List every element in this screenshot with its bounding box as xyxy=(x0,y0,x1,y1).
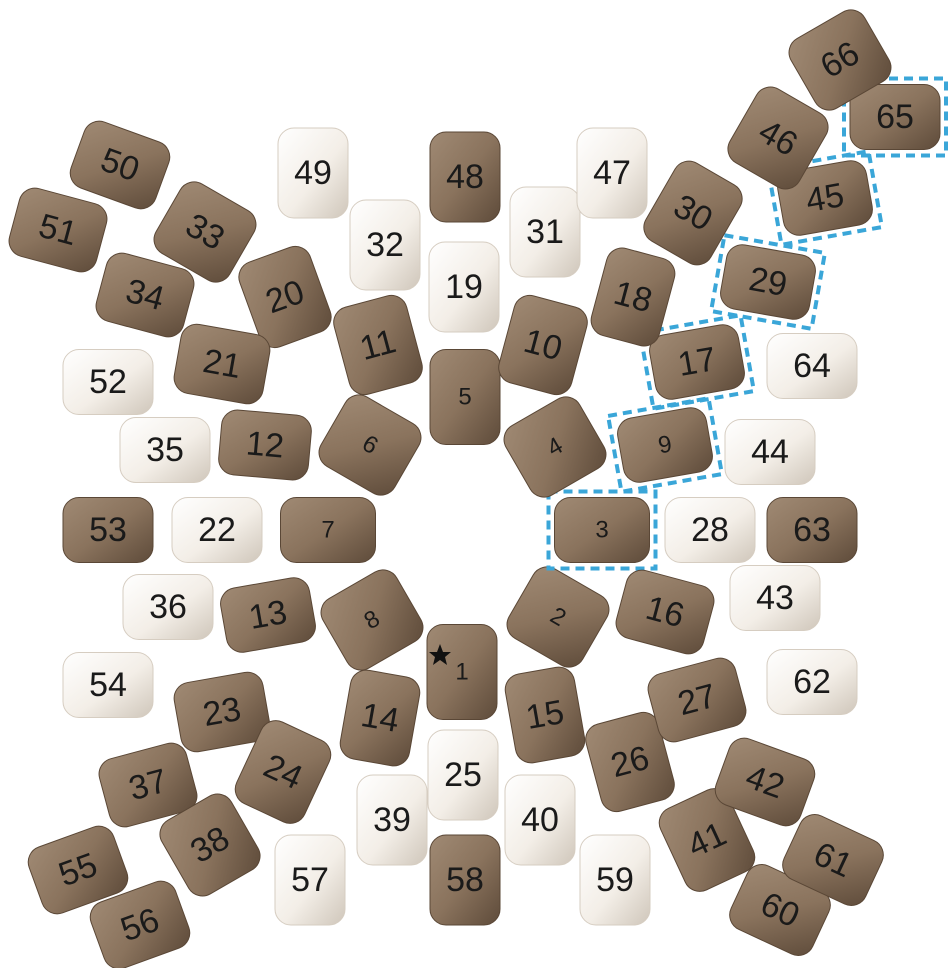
tile-label: 63 xyxy=(793,511,831,549)
tile: 11 xyxy=(330,292,426,398)
tile-label: 48 xyxy=(446,158,484,196)
tile: 12 xyxy=(217,409,312,482)
tile: 8 xyxy=(315,564,429,676)
tile: 19 xyxy=(429,242,499,332)
tile: 16 xyxy=(612,567,717,658)
tile: 22 xyxy=(172,498,262,563)
tile: 63 xyxy=(767,498,857,563)
tile: 54 xyxy=(63,653,153,718)
tile: 15 xyxy=(503,665,588,766)
tile-label: 23 xyxy=(200,690,244,734)
tile-label: 54 xyxy=(89,666,127,704)
tile: 3 xyxy=(549,492,656,569)
tile: 51 xyxy=(5,185,110,276)
tile-label: 3 xyxy=(595,517,608,544)
tile-label: 65 xyxy=(876,98,914,136)
tile-label: 43 xyxy=(756,579,794,617)
tile: 5 xyxy=(430,350,500,445)
tile-label: 28 xyxy=(691,511,729,549)
tile-label: 39 xyxy=(373,801,411,839)
tile-label: 12 xyxy=(245,424,286,465)
tile: 49 xyxy=(278,128,348,218)
tile-diagram: 1234567891011121314151617181920212223242… xyxy=(0,0,948,968)
tile: 13 xyxy=(218,575,318,655)
tile-label: 49 xyxy=(294,154,332,192)
tile: 35 xyxy=(120,418,210,483)
tile-label: 13 xyxy=(246,593,290,637)
tile-label: 36 xyxy=(149,588,187,626)
tile: 29 xyxy=(711,235,825,329)
tile-label: 52 xyxy=(89,363,127,401)
tile: 25 xyxy=(428,730,498,820)
tile-label: 62 xyxy=(793,663,831,701)
tile: 64 xyxy=(767,334,857,399)
tile: 27 xyxy=(644,655,749,746)
tile: 53 xyxy=(63,498,153,563)
tile-label: 17 xyxy=(675,340,719,384)
tile-label: 32 xyxy=(366,226,404,264)
tile-label: 59 xyxy=(596,861,634,899)
tile: 4 xyxy=(498,391,612,503)
tile-label: 5 xyxy=(458,384,471,411)
tile-label: 7 xyxy=(321,517,334,544)
tile: 21 xyxy=(172,322,273,407)
tile: 59 xyxy=(580,835,650,925)
tile: 10 xyxy=(495,292,591,398)
tile: 7 xyxy=(281,498,376,563)
tile-label: 21 xyxy=(200,342,244,386)
tile: 9 xyxy=(608,398,722,492)
tile-label: 35 xyxy=(146,431,184,469)
tile: 52 xyxy=(63,350,153,415)
tile-label: 58 xyxy=(446,861,484,899)
tile-label: 64 xyxy=(793,347,831,385)
tile: 62 xyxy=(767,650,857,715)
tile: 44 xyxy=(725,420,815,485)
tile-label: 19 xyxy=(445,268,483,306)
tile: 31 xyxy=(510,187,580,277)
tile-label: 45 xyxy=(803,176,847,220)
tile: 40 xyxy=(505,775,575,865)
tile: 2 xyxy=(501,561,615,673)
tile: 1 xyxy=(427,625,497,720)
tile-label: 22 xyxy=(198,511,236,549)
tile: 43 xyxy=(730,566,820,631)
tile-label: 31 xyxy=(526,213,564,251)
tile: 6 xyxy=(313,389,427,501)
tile: 47 xyxy=(577,128,647,218)
tile: 32 xyxy=(350,200,420,290)
tile-label: 40 xyxy=(521,801,559,839)
tile: 58 xyxy=(430,835,500,925)
tile-label: 29 xyxy=(746,260,790,304)
tile-label: 25 xyxy=(444,756,482,794)
tile: 18 xyxy=(588,244,679,349)
tile: 14 xyxy=(338,668,423,769)
tile-label: 15 xyxy=(523,693,567,737)
tile: 36 xyxy=(123,575,213,640)
tile-label: 1 xyxy=(455,659,468,686)
tile: 39 xyxy=(357,775,427,865)
tile: 57 xyxy=(275,835,345,925)
tile-label: 47 xyxy=(593,154,631,192)
tile-label: 53 xyxy=(89,511,127,549)
tile-label: 57 xyxy=(291,861,329,899)
tile: 50 xyxy=(66,117,175,214)
tile-label: 14 xyxy=(358,696,402,740)
tile: 28 xyxy=(665,498,755,563)
tile-label: 44 xyxy=(751,433,789,471)
tile: 48 xyxy=(430,132,500,222)
